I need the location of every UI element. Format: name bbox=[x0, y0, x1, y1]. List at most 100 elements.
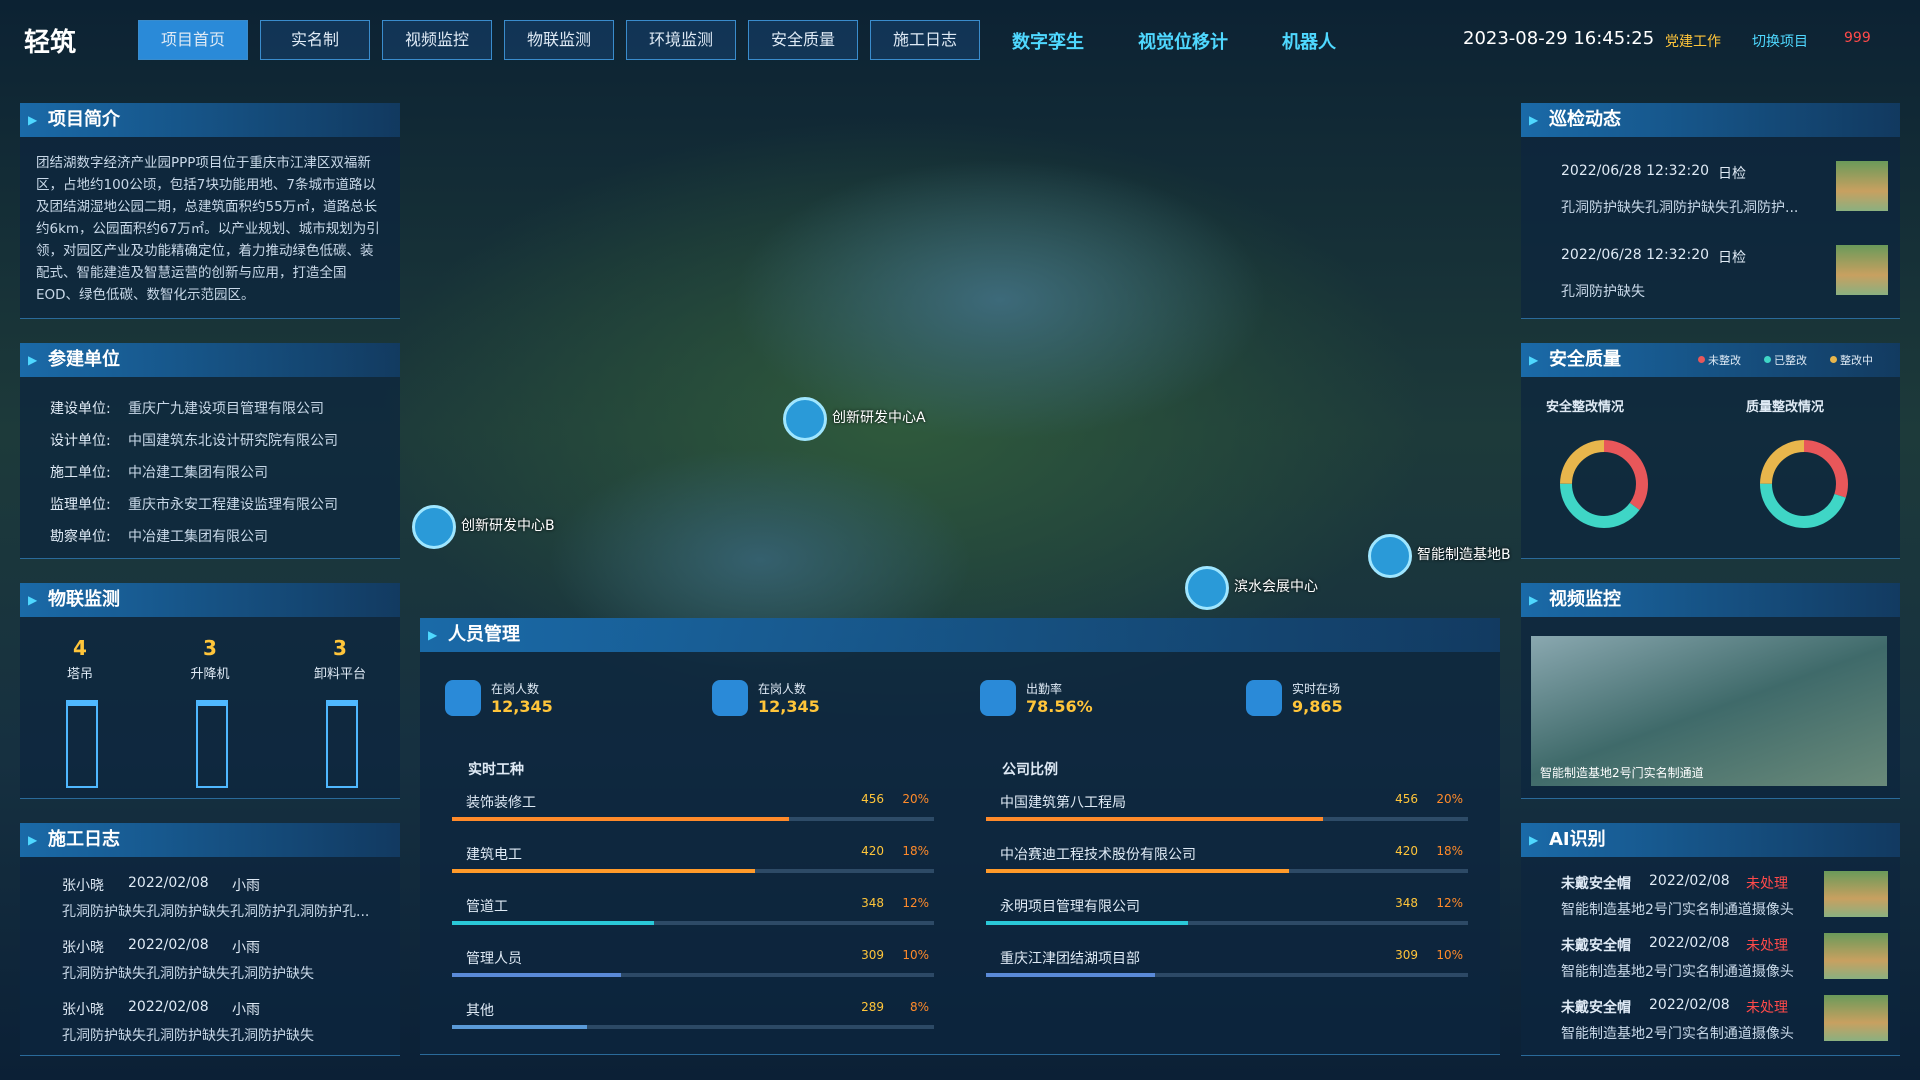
bar bbox=[452, 817, 790, 821]
stat-value: 12,345 bbox=[758, 697, 820, 716]
log-name: 张小晓 bbox=[62, 940, 104, 956]
log-text: 孔洞防护缺失孔洞防护缺失孔洞防护缺失 bbox=[62, 1028, 314, 1044]
row-percent: 20% bbox=[902, 792, 929, 806]
section-title: 公司比例 bbox=[1002, 762, 1058, 778]
row-name: 管道工 bbox=[466, 899, 508, 915]
row-percent: 12% bbox=[902, 896, 929, 910]
row-name: 建筑电工 bbox=[466, 847, 522, 863]
iot-count: 3 bbox=[333, 636, 347, 660]
bar-track bbox=[986, 973, 1468, 977]
ai-thumb[interactable] bbox=[1824, 933, 1888, 979]
video-caption: 智能制造基地2号门实名制通道 bbox=[1540, 766, 1704, 780]
header-link[interactable]: 机器人 bbox=[1282, 32, 1336, 53]
ai-type: 未戴安全帽 bbox=[1561, 876, 1631, 892]
log-name: 张小晓 bbox=[62, 1002, 104, 1018]
bar-track bbox=[452, 1025, 934, 1029]
map-marker[interactable] bbox=[412, 505, 456, 549]
log-date: 2022/02/08 bbox=[128, 999, 209, 1015]
header-link[interactable]: 视觉位移计 bbox=[1138, 32, 1228, 53]
donut bbox=[1760, 440, 1848, 528]
ai-date: 2022/02/08 bbox=[1649, 935, 1730, 951]
row-percent: 12% bbox=[1436, 896, 1463, 910]
row-percent: 18% bbox=[902, 844, 929, 858]
log-name: 张小晓 bbox=[62, 878, 104, 894]
panel-title: 施工日志 bbox=[20, 823, 400, 857]
bar bbox=[452, 1025, 587, 1029]
patrol-time: 2022/06/28 12:32:20 bbox=[1561, 163, 1710, 179]
row-percent: 20% bbox=[1436, 792, 1463, 806]
ai-status: 未处理 bbox=[1746, 1000, 1788, 1016]
header-action[interactable]: 切换项目 bbox=[1752, 34, 1808, 50]
intro-text: 团结湖数字经济产业园PPP项目位于重庆市江津区双福新区，占地约100公顷，包括7… bbox=[36, 155, 380, 303]
panel-title: 参建单位 bbox=[20, 343, 400, 377]
row-count: 309 bbox=[1395, 948, 1418, 962]
patrol-text: 孔洞防护缺失孔洞防护缺失孔洞防护... bbox=[1561, 200, 1799, 216]
row-name: 装饰装修工 bbox=[466, 795, 536, 811]
patrol-type: 日检 bbox=[1718, 166, 1746, 182]
header-link[interactable]: 数字孪生 bbox=[1012, 32, 1084, 53]
personnel-panel: 人员管理 bbox=[420, 618, 1500, 1055]
ai-status: 未处理 bbox=[1746, 938, 1788, 954]
row-count: 309 bbox=[861, 948, 884, 962]
row-count: 456 bbox=[861, 792, 884, 806]
nav-button[interactable]: 环境监测 bbox=[626, 20, 736, 60]
row-count: 456 bbox=[1395, 792, 1418, 806]
bar bbox=[986, 973, 1155, 977]
log-panel: 施工日志 bbox=[20, 823, 400, 1056]
nav-button[interactable]: 物联监测 bbox=[504, 20, 614, 60]
bar bbox=[452, 973, 621, 977]
iot-label: 升降机 bbox=[190, 667, 230, 682]
ai-location: 智能制造基地2号门实名制通道摄像头 bbox=[1561, 902, 1794, 918]
alert-count[interactable]: 999 bbox=[1844, 30, 1871, 46]
nav-button[interactable]: 项目首页 bbox=[138, 20, 248, 60]
map-marker[interactable] bbox=[1185, 566, 1229, 610]
stat-label: 出勤率 bbox=[1026, 682, 1063, 696]
participant-value: 中冶建工集团有限公司 bbox=[128, 529, 268, 545]
bar-track bbox=[986, 921, 1468, 925]
map-marker[interactable] bbox=[783, 397, 827, 441]
iot-icon bbox=[326, 700, 358, 788]
row-count: 420 bbox=[861, 844, 884, 858]
ai-date: 2022/02/08 bbox=[1649, 997, 1730, 1013]
ai-location: 智能制造基地2号门实名制通道摄像头 bbox=[1561, 1026, 1794, 1042]
nav-button[interactable]: 施工日志 bbox=[870, 20, 980, 60]
video-frame[interactable] bbox=[1531, 636, 1887, 786]
map-marker[interactable] bbox=[1368, 534, 1412, 578]
iot-count: 4 bbox=[73, 636, 87, 660]
stat-value: 9,865 bbox=[1292, 697, 1343, 716]
patrol-time: 2022/06/28 12:32:20 bbox=[1561, 247, 1710, 263]
header-action[interactable]: 党建工作 bbox=[1665, 34, 1721, 50]
bar bbox=[452, 921, 655, 925]
log-weather: 小雨 bbox=[232, 940, 260, 956]
ai-date: 2022/02/08 bbox=[1649, 873, 1730, 889]
participant-value: 重庆市永安工程建设监理有限公司 bbox=[128, 497, 338, 513]
stat-value: 12,345 bbox=[491, 697, 553, 716]
nav-button[interactable]: 视频监控 bbox=[382, 20, 492, 60]
iot-panel: 物联监测 bbox=[20, 583, 400, 799]
bar bbox=[452, 869, 756, 873]
ai-thumb[interactable] bbox=[1824, 871, 1888, 917]
bar bbox=[986, 869, 1290, 873]
log-weather: 小雨 bbox=[232, 878, 260, 894]
stat-label: 在岗人数 bbox=[491, 682, 540, 696]
row-count: 289 bbox=[861, 1000, 884, 1014]
legend-label: 未整改 bbox=[1708, 354, 1741, 367]
patrol-thumb[interactable] bbox=[1836, 245, 1888, 295]
row-percent: 18% bbox=[1436, 844, 1463, 858]
row-name: 其他 bbox=[466, 1003, 494, 1019]
nav-button[interactable]: 实名制 bbox=[260, 20, 370, 60]
nav-button[interactable]: 安全质量 bbox=[748, 20, 858, 60]
log-weather: 小雨 bbox=[232, 1002, 260, 1018]
legend-dot bbox=[1698, 356, 1705, 363]
ai-type: 未戴安全帽 bbox=[1561, 1000, 1631, 1016]
intro-panel: 项目简介 bbox=[20, 103, 400, 319]
donut-segment bbox=[1760, 440, 1848, 528]
map-marker-label: 创新研发中心B bbox=[461, 518, 555, 534]
section-title: 实时工种 bbox=[468, 762, 524, 778]
patrol-thumb[interactable] bbox=[1836, 161, 1888, 211]
stat-icon bbox=[980, 680, 1016, 716]
ai-thumb[interactable] bbox=[1824, 995, 1888, 1041]
logo: 轻筑 bbox=[24, 28, 77, 58]
row-percent: 8% bbox=[909, 1000, 929, 1014]
